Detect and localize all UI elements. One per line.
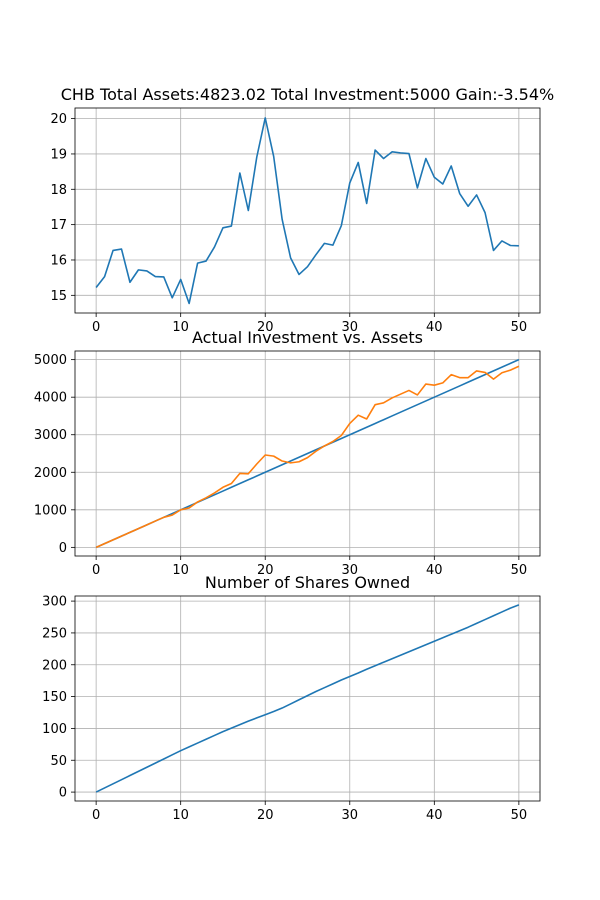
x-tick-label: 0: [92, 563, 100, 578]
plot-frame: [74, 595, 541, 802]
x-tick-label: 30: [341, 808, 358, 823]
y-tick-label: 250: [42, 626, 67, 641]
x-tick-label: 10: [172, 320, 189, 335]
y-tick-label: 17: [50, 218, 67, 233]
x-tick-label: 20: [257, 563, 274, 578]
series-line-2: [95, 365, 520, 549]
x-tick-label: 20: [257, 808, 274, 823]
y-tick-label: 3000: [34, 428, 67, 443]
x-tick-label: 20: [257, 320, 274, 335]
x-tick-label: 50: [511, 808, 528, 823]
y-tick-label: 19: [50, 147, 67, 162]
chart-title: Number of Shares Owned: [205, 573, 410, 592]
x-tick-label: 10: [172, 563, 189, 578]
y-tick-label: 200: [42, 658, 67, 673]
y-tick-label: 0: [59, 541, 67, 556]
y-tick-label: 0: [59, 786, 67, 801]
y-tick-label: 150: [42, 690, 67, 705]
plot-frame: [74, 350, 541, 557]
y-tick-label: 300: [42, 595, 67, 610]
y-tick-label: 18: [50, 183, 67, 198]
series-line-1: [95, 117, 519, 305]
chart-title: Actual Investment vs. Assets: [192, 328, 423, 347]
y-tick-label: 100: [42, 722, 67, 737]
y-tick-label: 1000: [34, 503, 67, 518]
x-tick-label: 10: [172, 808, 189, 823]
y-tick-label: 4000: [34, 391, 67, 406]
series-line-1: [95, 604, 520, 793]
x-tick-label: 30: [341, 563, 358, 578]
y-tick-label: 15: [50, 289, 67, 304]
x-tick-label: 40: [426, 808, 443, 823]
plot-frame: [74, 107, 541, 314]
chart-1: 0 10 20 30 40 50 15 16 17 18 19 20 CHB Total Assets:…: [50, 85, 554, 335]
x-tick-label: 30: [341, 320, 358, 335]
y-tick-label: 20: [50, 112, 67, 127]
chart-title: CHB Total Assets:4823.02 Total Investmen…: [61, 85, 554, 104]
x-tick-label: 50: [511, 320, 528, 335]
x-tick-label: 40: [426, 320, 443, 335]
y-tick-label: 16: [50, 253, 67, 268]
chart-3: 0 10 20 30 40 50 0 50 100 150 200 250 300 Number of S…: [42, 573, 541, 823]
x-tick-label: 40: [426, 563, 443, 578]
chart-2: 0 10 20 30 40 50 0 1000 2000 3000 4000 5000 Actual I…: [34, 328, 541, 578]
x-tick-label: 50: [511, 563, 528, 578]
y-tick-label: 50: [50, 754, 67, 769]
y-tick-label: 5000: [34, 353, 67, 368]
x-tick-label: 0: [92, 320, 100, 335]
x-tick-label: 0: [92, 808, 100, 823]
y-tick-label: 2000: [34, 466, 67, 481]
